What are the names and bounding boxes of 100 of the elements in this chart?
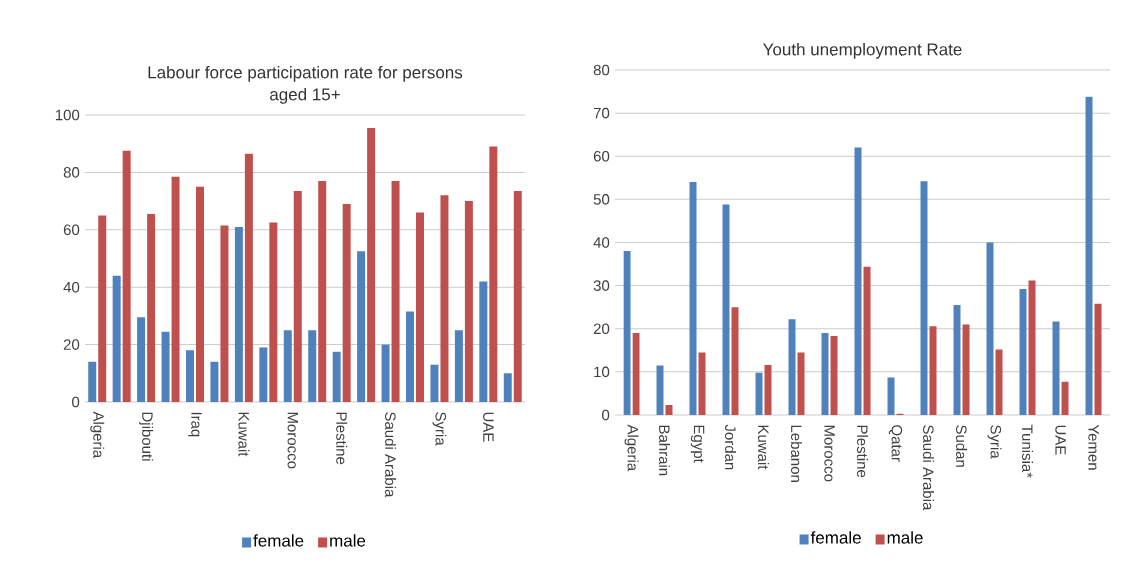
bar [171, 176, 180, 402]
legend-label: female [810, 531, 861, 544]
bar [1019, 289, 1027, 415]
bar [332, 351, 341, 402]
bar [1052, 321, 1060, 415]
y-tick-label: 60 [63, 224, 80, 236]
x-tick-label: Djibouti [139, 412, 154, 461]
bar [689, 182, 697, 415]
bar [98, 215, 107, 402]
bar [632, 333, 640, 415]
bar [1061, 381, 1069, 415]
x-tick-label: Morocco [824, 425, 835, 482]
bar [665, 405, 673, 415]
bar [454, 330, 463, 402]
bar [342, 203, 351, 402]
x-tick-label: Lebanon [791, 425, 803, 482]
bar [722, 204, 730, 415]
y-tick-label: 80 [63, 167, 80, 178]
x-tick-label: Sudan [956, 425, 968, 467]
bar [406, 311, 415, 402]
bar [196, 186, 204, 402]
bar [623, 251, 631, 415]
bar [440, 195, 449, 402]
legend-label: male [887, 531, 923, 544]
y-tick-label: 30 [593, 280, 610, 291]
x-tick-label: Morocco [287, 412, 299, 469]
bar [430, 364, 439, 402]
y-tick-label: 50 [593, 194, 610, 205]
x-tick-label: Jordan [725, 424, 737, 470]
bar [986, 242, 994, 415]
x-tick-label: Bahrain [659, 425, 671, 476]
bar [1085, 96, 1093, 415]
chart-title: Labour force participation rate for persons aged 15+ [148, 65, 463, 104]
bar [1028, 280, 1036, 415]
bar [821, 333, 829, 415]
bar [269, 222, 278, 402]
bar [489, 146, 498, 402]
x-tick-label: UAE [1055, 425, 1066, 455]
x-tick-label: Tunisia* [1022, 424, 1034, 478]
bar [416, 212, 425, 402]
bar [112, 275, 121, 402]
bar [698, 352, 706, 415]
y-tick-label: 0 [602, 409, 610, 421]
bar [479, 281, 488, 402]
bar [210, 361, 219, 402]
bar [308, 330, 317, 402]
bar [88, 361, 97, 402]
bar [234, 226, 243, 402]
bar [797, 352, 805, 415]
x-tick-label: Egypt [690, 425, 705, 463]
bar [995, 349, 1003, 415]
y-tick-label: 80 [593, 64, 610, 76]
y-tick-label: 60 [593, 150, 610, 162]
x-tick-label: Qatar [888, 425, 903, 462]
y-tick-label: 40 [63, 281, 80, 293]
x-tick-label: Yemen [1088, 424, 1099, 470]
bar [293, 191, 302, 402]
bar [755, 372, 763, 415]
x-tick-label: Syria [432, 412, 447, 446]
x-tick-label: Plestine [857, 425, 869, 478]
chart-title: Youth unemployment Rate [763, 42, 962, 59]
bar [259, 347, 268, 402]
y-tick-label: 100 [55, 109, 80, 121]
bar [830, 336, 838, 415]
x-tick-label: UAE [483, 412, 494, 442]
x-tick-label: Syria [987, 425, 1002, 459]
bar [854, 147, 862, 415]
bar [887, 377, 895, 415]
legend-label: male [330, 534, 366, 547]
y-tick-label: 10 [594, 366, 610, 378]
x-tick-label: Kuwait [758, 425, 770, 470]
y-tick-label: 70 [593, 107, 610, 119]
bar [381, 344, 390, 402]
bar [920, 181, 928, 415]
bar [367, 127, 376, 402]
bar [161, 331, 170, 402]
y-tick-label: 20 [593, 323, 610, 335]
bar [863, 266, 871, 415]
bar [962, 324, 970, 415]
x-tick-label: Iraq [188, 412, 202, 437]
bar [391, 181, 400, 402]
bar [186, 350, 194, 402]
bar [788, 319, 796, 415]
bar [656, 365, 664, 415]
x-tick-label: Algeria [624, 424, 639, 472]
bar [1094, 303, 1102, 415]
x-tick-label: Saudi Arabia [385, 412, 397, 498]
bar [220, 225, 229, 402]
bar [464, 201, 473, 402]
y-tick-label: 0 [72, 396, 80, 408]
bar [318, 181, 327, 402]
bar [731, 307, 739, 415]
bar [283, 330, 292, 402]
bar [929, 326, 937, 415]
x-tick-label: Algeria [90, 411, 105, 459]
y-tick-label: 40 [593, 237, 610, 248]
y-tick-label: 20 [63, 339, 80, 350]
legend-label: female [253, 534, 304, 547]
bar [244, 153, 253, 402]
x-tick-label: Plestine [336, 412, 348, 465]
